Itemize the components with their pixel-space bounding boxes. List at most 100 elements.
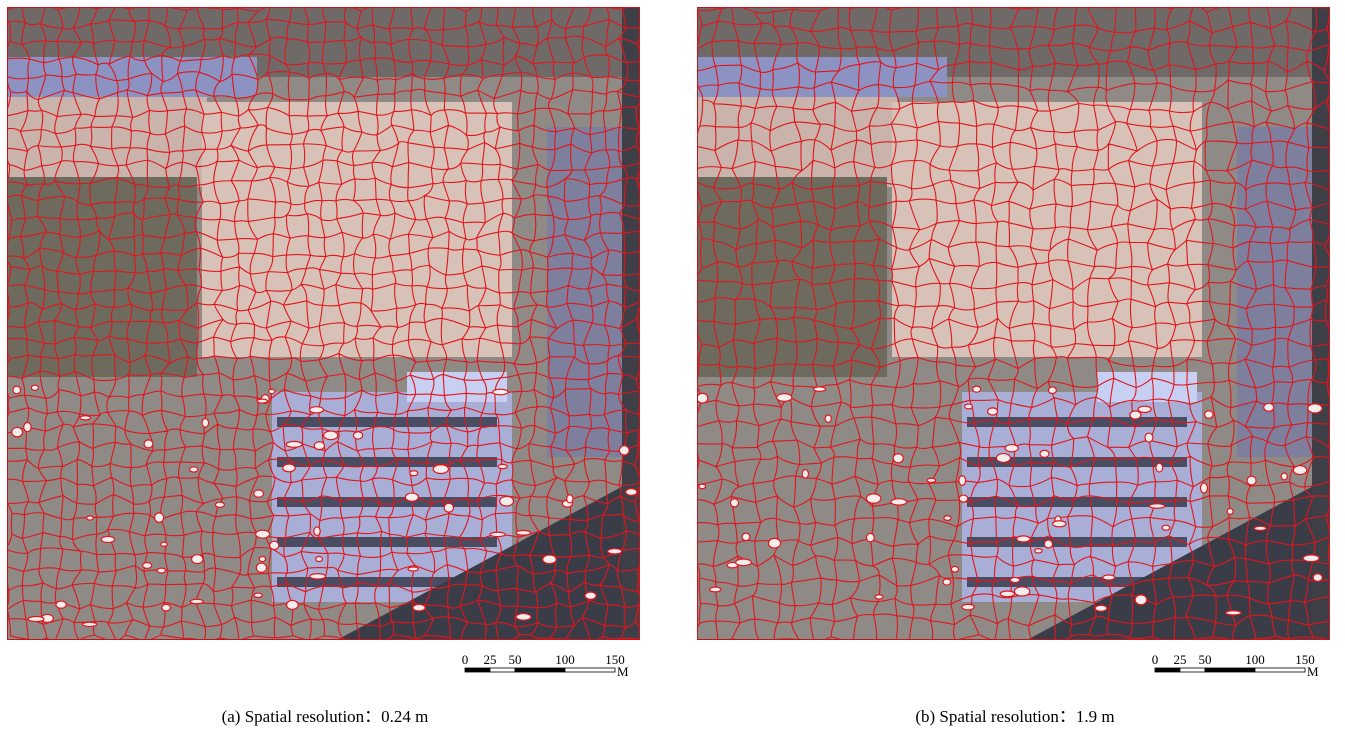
scale-tick-label: 50 xyxy=(509,652,522,667)
segment-blob xyxy=(697,393,708,403)
segment-blob xyxy=(813,387,825,391)
segment-blob xyxy=(254,490,264,497)
segment-blob xyxy=(619,446,629,455)
segment-blob xyxy=(283,464,296,472)
roof-highlight xyxy=(407,372,507,402)
segment-blob xyxy=(1247,476,1256,485)
scale-segment xyxy=(490,668,515,672)
segment-blob xyxy=(1308,404,1322,413)
scale-segment xyxy=(1205,668,1255,672)
segment-blob xyxy=(608,549,622,554)
segment-blob xyxy=(1005,445,1018,452)
segment-blob xyxy=(1227,509,1233,515)
segment-blob xyxy=(254,593,263,597)
segment-blob xyxy=(1017,536,1031,542)
segment-blob xyxy=(927,478,936,482)
segment-blob xyxy=(959,495,968,502)
segment-blob xyxy=(190,599,203,603)
segment-blob xyxy=(161,542,168,546)
segment-blob xyxy=(12,427,23,436)
segment-blob xyxy=(498,464,507,468)
segment-blob xyxy=(626,489,637,496)
segment-blob xyxy=(543,555,557,564)
segment-blob xyxy=(730,499,738,507)
segment-blob xyxy=(287,600,299,609)
segment-blob xyxy=(101,536,114,542)
segment-blob xyxy=(1044,540,1052,548)
segment-blob xyxy=(1095,605,1107,611)
segment-blob xyxy=(155,513,164,523)
segment-blob xyxy=(959,476,966,486)
segment-blob xyxy=(215,502,224,507)
side-strip xyxy=(547,127,627,457)
segment-blob xyxy=(1053,521,1067,527)
segment-blob xyxy=(1281,473,1287,480)
segment-blob xyxy=(1040,450,1049,457)
segment-blob xyxy=(893,454,903,463)
segmented-image xyxy=(692,2,1336,646)
segment-blob xyxy=(1000,591,1014,597)
segment-blob xyxy=(962,604,974,610)
segment-blob xyxy=(567,495,573,503)
segment-blob xyxy=(973,386,981,392)
scale-segment xyxy=(1255,668,1305,672)
segment-blob xyxy=(157,568,166,573)
segment-blob xyxy=(256,530,270,538)
figure-canvas: 02550100150M(a) Spatial resolution：0.24 … xyxy=(0,0,1345,730)
segment-blob xyxy=(777,394,792,402)
scale-segment xyxy=(465,668,490,672)
segment-blob xyxy=(1254,526,1266,530)
segment-blob xyxy=(736,559,752,566)
segment-blob xyxy=(1205,411,1213,419)
segment-blob xyxy=(286,441,302,447)
segment-blob xyxy=(1103,575,1115,580)
segment-blob xyxy=(1162,525,1170,530)
segment-blob xyxy=(324,431,338,440)
segment-blob xyxy=(80,416,91,420)
segment-blob xyxy=(143,563,152,569)
segment-blob xyxy=(405,493,418,501)
segment-blob xyxy=(866,533,874,541)
segment-blob xyxy=(802,469,808,478)
scale-tick-label: 25 xyxy=(1174,652,1187,667)
segment-blob xyxy=(1130,411,1141,419)
segment-blob xyxy=(444,503,453,512)
segment-blob xyxy=(314,527,320,536)
scale-tick-label: 50 xyxy=(1199,652,1212,667)
scale-tick-label: 100 xyxy=(555,652,575,667)
caption: (b) Spatial resolution：1.9 m xyxy=(915,707,1114,726)
segment-blob xyxy=(270,541,279,549)
segment-blob xyxy=(408,567,418,571)
segment-blob xyxy=(943,579,951,585)
roof-shadow xyxy=(277,417,497,427)
segment-blob xyxy=(1200,483,1207,493)
segment-blob xyxy=(875,595,883,599)
segment-blob xyxy=(56,601,67,608)
segment-blob xyxy=(259,557,265,562)
segment-blob xyxy=(316,557,323,562)
rooftop-blue xyxy=(697,57,947,97)
segment-blob xyxy=(742,533,750,540)
segment-blob xyxy=(314,442,324,450)
segment-blob xyxy=(310,407,324,413)
segment-blob xyxy=(500,496,514,506)
segment-blob xyxy=(144,440,153,448)
segment-blob xyxy=(269,389,275,394)
segment-blob xyxy=(1138,406,1151,412)
segment-blob xyxy=(1226,611,1241,615)
segment-blob xyxy=(1156,463,1163,472)
segment-blob xyxy=(31,385,38,390)
caption: (a) Spatial resolution：0.24 m xyxy=(222,707,429,726)
segment-blob xyxy=(410,471,418,476)
segment-blob xyxy=(1135,595,1147,605)
segment-blob xyxy=(191,555,203,564)
segment-blob xyxy=(493,389,509,395)
segment-blob xyxy=(490,532,505,536)
segment-blob xyxy=(996,453,1010,462)
segment-blob xyxy=(257,399,267,403)
segment-blob xyxy=(256,563,266,572)
scale-tick-label: 25 xyxy=(484,652,497,667)
segment-blob xyxy=(190,467,198,472)
plaza xyxy=(202,102,512,357)
segment-blob xyxy=(24,423,31,432)
